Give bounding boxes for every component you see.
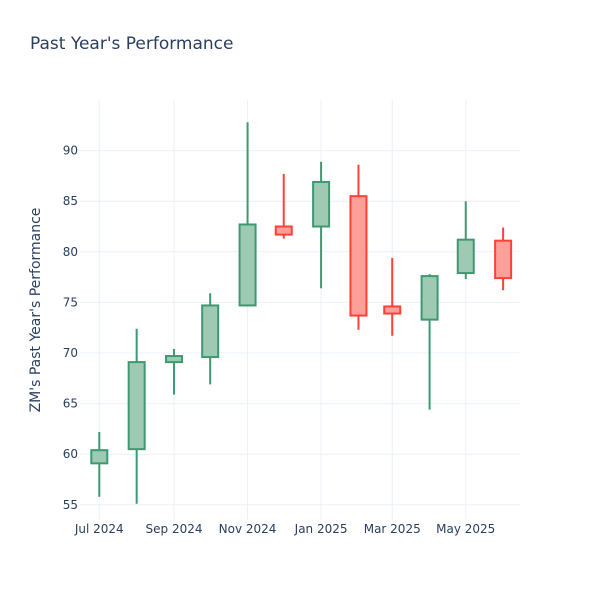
candle-body [90,449,109,465]
candle-body [383,305,402,315]
candle-increasing [127,328,146,504]
candle-increasing [312,161,331,289]
y-tick-label: 55 [63,498,78,512]
candle-body [494,239,513,280]
candle-increasing [420,274,439,410]
x-tick-label: Nov 2024 [219,522,277,536]
candle-decreasing [494,227,513,291]
candle-body [201,304,220,359]
candle-increasing [456,201,475,280]
candles [90,122,513,504]
y-tick-label: 65 [63,397,78,411]
x-tick-label: Jul 2024 [74,522,124,536]
candle-body [456,238,475,275]
candle-increasing [201,293,220,385]
candle-decreasing [383,257,402,336]
y-tick-label: 80 [63,245,78,259]
y-tick-label: 90 [63,144,78,158]
y-tick-label: 60 [63,447,78,461]
y-tick-label: 85 [63,194,78,208]
candle-increasing [90,431,109,497]
x-tick-label: May 2025 [436,522,495,536]
x-tick-label: Jan 2025 [294,522,348,536]
chart-title: Past Year's Performance [30,34,234,54]
candle-body [165,355,184,364]
y-tick-label: 70 [63,346,78,360]
candle-body [274,225,293,236]
candle-decreasing [274,173,293,239]
candle-increasing [165,348,184,395]
y-axis-title: ZM's Past Year's Performance [28,208,44,413]
y-tick-label: 75 [63,295,78,309]
candle-decreasing [349,164,368,330]
candle-body [420,275,439,321]
grid [80,100,520,520]
tick-labels: 55 60 65 70 75 80 85 90 Jul 2024 Sep 2024 Nov 2024… [63,144,496,536]
x-tick-label: Mar 2025 [364,522,421,536]
candle-body [312,180,331,228]
x-tick-label: Sep 2024 [146,522,203,536]
candle-body [127,361,146,451]
candle-body [238,223,257,307]
candle-body [349,195,368,317]
candle-increasing [238,122,257,307]
